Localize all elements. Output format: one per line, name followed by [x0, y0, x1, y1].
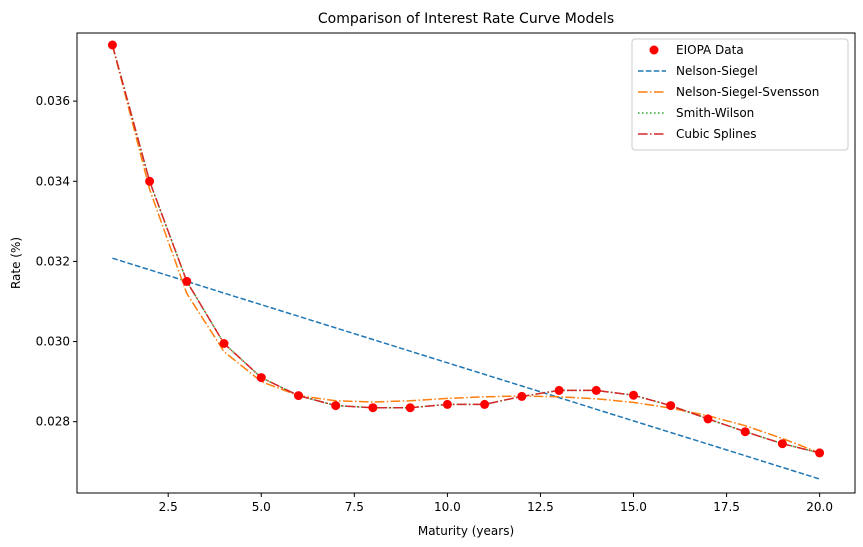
x-tick-label: 5.0: [252, 500, 271, 514]
data-point: [368, 403, 378, 413]
data-point: [517, 391, 527, 401]
legend-label-cubic-splines: Cubic Splines: [676, 127, 757, 141]
data-point: [740, 427, 750, 437]
data-point: [405, 403, 415, 413]
data-point: [256, 373, 266, 383]
data-point: [294, 391, 303, 401]
legend-marker-eiopa-data: [649, 45, 659, 55]
x-tick-label: 20.0: [806, 500, 833, 514]
data-point: [107, 40, 117, 50]
y-tick-label: 0.032: [36, 254, 70, 268]
legend-label-nelson-siegel-svensson: Nelson-Siegel-Svensson: [676, 85, 819, 99]
chart-title: Comparison of Interest Rate Curve Models: [318, 11, 614, 27]
data-point: [145, 176, 155, 186]
y-tick-label: 0.036: [36, 94, 70, 108]
x-tick-label: 7.5: [345, 500, 364, 514]
legend-label-eiopa-data: EIOPA Data: [676, 43, 744, 57]
data-point: [777, 439, 787, 449]
series-line-nelson-siegel: [112, 257, 820, 480]
y-axis-label: Rate (%): [9, 237, 23, 289]
x-tick-label: 15.0: [620, 500, 647, 514]
plot-frame: [76, 32, 856, 494]
data-point: [815, 448, 825, 458]
x-tick-label: 17.5: [713, 500, 740, 514]
legend: EIOPA Data Nelson-Siegel Nelson-Siegel-Sve…: [631, 38, 849, 151]
y-axis: 0.028 0.030 0.032 0.034 0.036: [36, 94, 77, 429]
series-line-cubic-splines: [111, 44, 820, 454]
x-axis: 2.5 5.0 7.5 10.0 12.5 15.0 17.5 20.0: [159, 493, 833, 514]
data-point: [554, 385, 564, 395]
data-point: [480, 399, 490, 409]
y-tick-label: 0.034: [36, 174, 70, 188]
data-point: [591, 385, 601, 395]
series-layer: [107, 40, 825, 480]
data-point: [629, 390, 638, 400]
y-tick-label: 0.028: [36, 415, 70, 429]
x-axis-label: Maturity (years): [418, 524, 514, 538]
data-point: [182, 276, 192, 286]
data-point: [703, 414, 713, 424]
x-tick-label: 10.0: [434, 500, 461, 514]
y-tick-label: 0.030: [36, 335, 70, 349]
data-point: [442, 399, 452, 409]
legend-box: [631, 38, 849, 151]
legend-label-nelson-siegel: Nelson-Siegel: [676, 64, 758, 78]
data-point: [666, 401, 676, 411]
x-tick-label: 2.5: [159, 500, 178, 514]
data-point: [331, 401, 341, 411]
legend-label-smith-wilson: Smith-Wilson: [676, 106, 754, 120]
series-line-nelson-siegel-svensson: [111, 44, 820, 454]
x-tick-label: 12.5: [527, 500, 554, 514]
data-point: [219, 339, 229, 348]
